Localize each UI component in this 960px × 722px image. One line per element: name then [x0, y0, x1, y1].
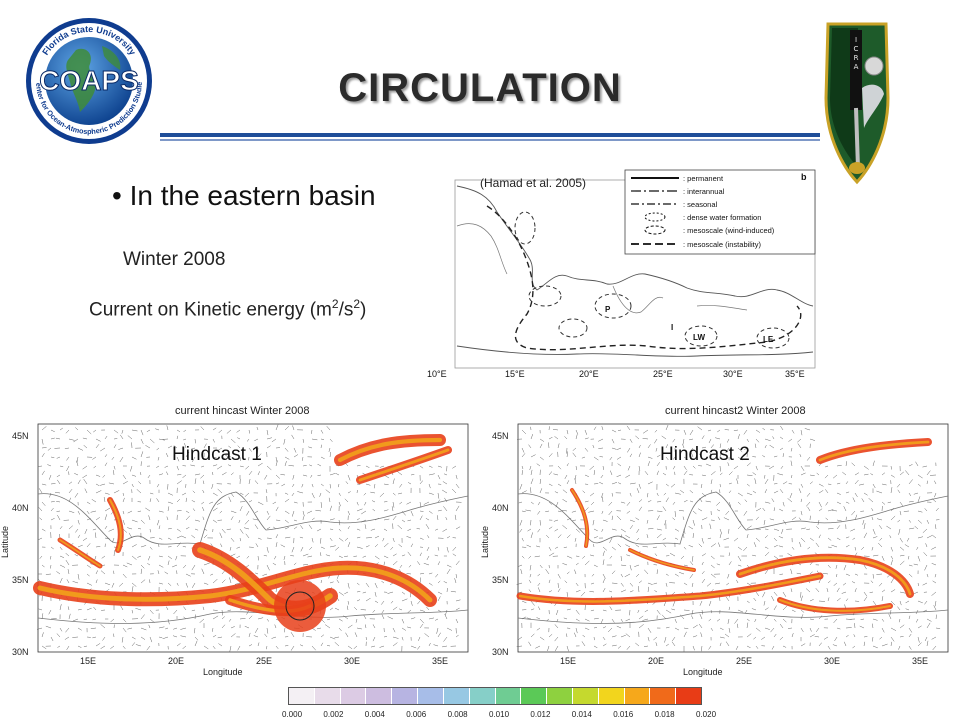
svg-text:35°E: 35°E: [785, 369, 805, 379]
x-tick-label: 15E: [80, 656, 96, 666]
y-tick-label: 30N: [492, 647, 509, 657]
x-tick-label: 20E: [648, 656, 664, 666]
svg-text:10°E: 10°E: [427, 369, 447, 379]
svg-text:: mesoscale (wind-induced): : mesoscale (wind-induced): [683, 226, 775, 235]
colorbar-swatch: [573, 688, 599, 704]
svg-text:I: I: [855, 36, 857, 44]
x-tick-label: 30E: [344, 656, 360, 666]
kinetic-energy-label: Current on Kinetic energy (m2/s2): [89, 297, 366, 321]
eddy: [274, 580, 326, 632]
svg-text:b: b: [801, 172, 807, 182]
x-tick-label: 20E: [168, 656, 184, 666]
svg-text:LW: LW: [693, 333, 705, 342]
schematic-legend: : permanent : interannual : seasonal : d…: [625, 170, 815, 254]
colorbar-swatch: [650, 688, 676, 704]
colorbar-swatch: [547, 688, 573, 704]
svg-text:LE: LE: [763, 335, 774, 344]
colorbar-swatch: [315, 688, 341, 704]
svg-text:30°E: 30°E: [723, 369, 743, 379]
colorbar-swatch: [392, 688, 418, 704]
colorbar-tick-label: 0.012: [530, 710, 550, 719]
citation: (Hamad et al. 2005): [480, 176, 586, 190]
svg-text:: permanent: : permanent: [683, 174, 724, 183]
colorbar-swatch: [341, 688, 367, 704]
hindcast-label: Hindcast 1: [172, 444, 262, 465]
hindcast-2-map: current hincast2 Winter 2008 Hindcast 2 45…: [480, 400, 960, 682]
title-underline-thin: [160, 139, 820, 141]
x-tick-label: 35E: [912, 656, 928, 666]
y-tick-label: 35N: [492, 575, 509, 585]
svg-text:: seasonal: : seasonal: [683, 200, 718, 209]
svg-text:A: A: [854, 63, 859, 71]
season-label: Winter 2008: [123, 249, 225, 271]
y-tick-label: 45N: [492, 431, 509, 441]
colorbar-tick-label: 0.020: [696, 710, 716, 719]
svg-text:P: P: [605, 305, 611, 314]
colorbar-swatch: [470, 688, 496, 704]
colorbar-tick-label: 0.000: [282, 710, 302, 719]
x-tick-label: 15E: [560, 656, 576, 666]
svg-text:15°E: 15°E: [505, 369, 525, 379]
hindcast-1-map: current hincast Winter 2008 Hindcast 1 45N…: [0, 400, 480, 682]
colorbar-swatch: [496, 688, 522, 704]
hindcast-label: Hindcast 2: [660, 444, 750, 465]
x-axis-label: Longitude: [683, 667, 723, 677]
colorbar-tick-label: 0.008: [448, 710, 468, 719]
x-tick-label: 35E: [432, 656, 448, 666]
x-tick-label: 25E: [256, 656, 272, 666]
colorbar-tick-label: 0.010: [489, 710, 509, 719]
svg-text:20°E: 20°E: [579, 369, 599, 379]
title-underline: [160, 133, 820, 137]
x-tick-label: 25E: [736, 656, 752, 666]
y-tick-label: 40N: [12, 503, 29, 513]
colorbar-tick-label: 0.014: [572, 710, 592, 719]
y-tick-label: 45N: [12, 431, 29, 441]
colorbar-swatch: [676, 688, 701, 704]
svg-text:COAPS: COAPS: [39, 65, 139, 96]
x-axis-label: Longitude: [203, 667, 243, 677]
y-tick-label: 40N: [492, 503, 509, 513]
svg-text:R: R: [854, 54, 859, 62]
colorbar-ticks: 0.000 0.002 0.004 0.006 0.008 0.010 0.012 0.014…: [270, 710, 720, 722]
colorbar-swatch: [418, 688, 444, 704]
colorbar-swatch: [599, 688, 625, 704]
colorbar-swatch: [625, 688, 651, 704]
colorbar-tick-label: 0.002: [323, 710, 343, 719]
svg-text:: interannual: : interannual: [683, 187, 725, 196]
circulation-schematic: P I LW LE : permanent : interannual : se…: [417, 166, 817, 379]
slide-title: CIRCULATION: [300, 66, 660, 111]
svg-text:: mesoscale (instability): : mesoscale (instability): [683, 240, 761, 249]
y-tick-label: 35N: [12, 575, 29, 585]
svg-text:25°E: 25°E: [653, 369, 673, 379]
colorbar-swatch: [521, 688, 547, 704]
svg-text:: dense water formation: : dense water formation: [683, 213, 761, 222]
colorbar-tick-label: 0.016: [613, 710, 633, 719]
svg-text:C: C: [854, 45, 859, 53]
bullet-eastern-basin: • In the eastern basin: [112, 180, 376, 212]
svg-text:I: I: [671, 323, 673, 332]
colorbar-tick-label: 0.004: [365, 710, 385, 719]
x-tick-label: 30E: [824, 656, 840, 666]
colorbar: [288, 687, 702, 705]
colorbar-tick-label: 0.018: [655, 710, 675, 719]
colorbar-swatch: [289, 688, 315, 704]
map-title: current hincast Winter 2008: [175, 405, 310, 417]
y-axis-label: Latitude: [0, 526, 10, 558]
colorbar-tick-label: 0.006: [406, 710, 426, 719]
map-title: current hincast2 Winter 2008: [665, 405, 806, 417]
colorbar-swatch: [444, 688, 470, 704]
y-tick-label: 30N: [12, 647, 29, 657]
y-axis-label: Latitude: [480, 526, 490, 558]
coaps-logo: COAPS Florida State University Center fo…: [24, 16, 154, 146]
colorbar-swatch: [366, 688, 392, 704]
